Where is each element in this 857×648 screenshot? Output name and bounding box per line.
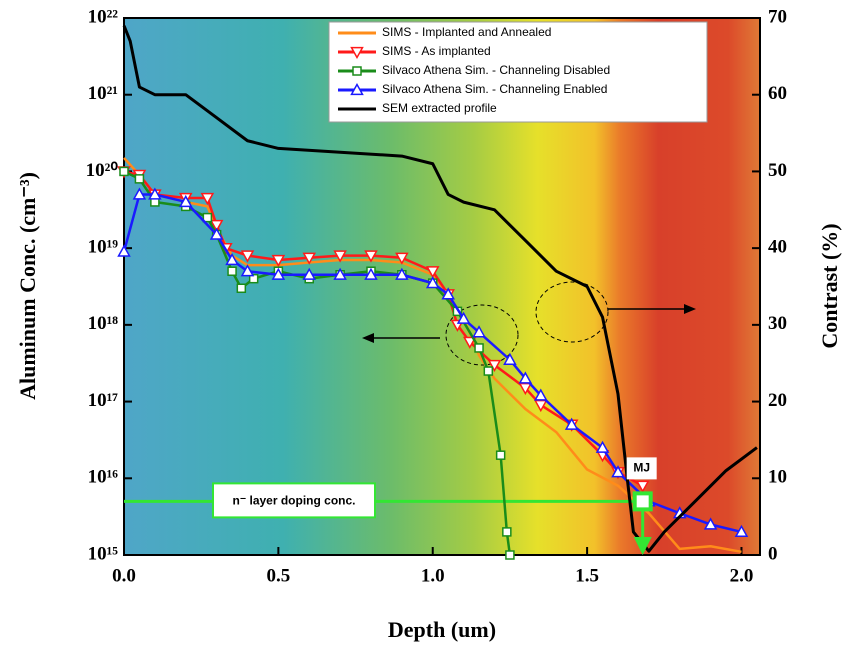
marker	[209, 219, 224, 233]
y2-axis-title: Contrast (%)	[817, 223, 842, 348]
marker	[364, 267, 378, 280]
x-tick-label: 2.0	[730, 565, 754, 586]
marker	[132, 187, 147, 200]
y-tick-label: 10¹⁹	[88, 237, 119, 258]
y-tick-label: 10²¹	[88, 83, 118, 104]
marker	[425, 266, 440, 279]
marker	[117, 244, 131, 257]
marker	[472, 325, 486, 338]
legend-label: SIMS - Implanted and Annealed	[382, 25, 551, 39]
marker	[178, 194, 193, 208]
marker	[456, 311, 471, 324]
marker	[302, 252, 317, 265]
marker	[474, 343, 484, 353]
reference-label-box	[212, 482, 376, 519]
y-tick-label: 10¹⁸	[88, 313, 119, 334]
series-line	[122, 25, 758, 553]
junction-arrow	[633, 537, 652, 555]
marker	[271, 267, 286, 280]
guide-circle	[535, 281, 609, 343]
marker	[134, 174, 145, 184]
y2-tick-label: 60	[768, 83, 787, 104]
reference-label: n⁻ layer doping conc.	[232, 494, 355, 508]
marker	[364, 250, 378, 263]
x-tick-label: 0.0	[112, 565, 136, 586]
marker	[703, 517, 718, 530]
y2-tick-label: 20	[768, 390, 787, 411]
legend-marker	[350, 46, 364, 60]
y2-tick-label: 10	[768, 467, 787, 488]
marker	[503, 352, 517, 365]
marker	[425, 276, 440, 289]
marker	[395, 267, 409, 280]
junction-label-box	[626, 457, 657, 480]
marker	[225, 252, 239, 266]
x-tick-label: 1.0	[421, 565, 445, 586]
marker	[595, 440, 610, 453]
y2-tick-label: 0	[768, 543, 778, 564]
y-axis-title: Aluminum Conc. (cm⁻³)	[15, 172, 40, 400]
x-axis-title: Depth (um)	[388, 617, 496, 642]
x-tick-label: 0.5	[266, 565, 290, 586]
marker	[502, 527, 512, 537]
marker	[333, 267, 347, 280]
marker	[495, 450, 506, 460]
marker	[518, 382, 533, 396]
legend-label: SEM extracted profile	[382, 101, 497, 115]
junction-marker	[632, 491, 653, 512]
marker	[119, 166, 129, 177]
legend-label: SIMS - As implanted	[382, 44, 491, 58]
marker	[564, 417, 579, 430]
marker	[240, 264, 255, 277]
junction-label: MJ	[633, 461, 650, 475]
marker	[302, 267, 317, 280]
marker	[487, 359, 502, 373]
plot-frame	[123, 17, 761, 556]
marker	[505, 550, 515, 560]
y-tick-label: 10¹⁶	[88, 467, 119, 488]
marker	[248, 273, 259, 284]
axis-arrow-head	[362, 333, 374, 343]
marker	[395, 252, 409, 265]
y2-tick-label: 70	[768, 6, 787, 27]
axis-arrow-head	[684, 304, 696, 314]
series-line	[123, 157, 742, 554]
marker	[227, 266, 237, 276]
y-tick-label: 10²⁰	[86, 160, 119, 181]
marker	[200, 192, 215, 206]
marker	[148, 187, 162, 200]
x-tick-label: 1.5	[575, 565, 599, 586]
marker	[518, 371, 533, 384]
marker	[202, 212, 213, 223]
marker	[534, 388, 548, 401]
legend-marker	[350, 82, 364, 96]
marker	[611, 465, 625, 478]
marker	[534, 399, 548, 413]
marker	[734, 524, 749, 538]
marker	[236, 283, 247, 294]
marker	[209, 227, 224, 240]
legend-label: Silvaco Athena Sim. - Channeling Disable…	[382, 63, 610, 77]
guide-circle	[445, 304, 519, 366]
marker	[635, 480, 650, 493]
y2-tick-label: 40	[768, 237, 787, 258]
marker	[463, 336, 477, 349]
legend-marker	[352, 66, 362, 76]
marker	[333, 250, 347, 263]
y-tick-label: 10¹⁷	[88, 390, 119, 411]
legend	[328, 21, 708, 123]
y-tick-label: 10²²	[88, 6, 119, 27]
y2-tick-label: 50	[768, 160, 787, 181]
marker	[441, 287, 455, 300]
y-tick-label: 10¹⁵	[88, 543, 119, 564]
y2-tick-label: 30	[768, 313, 787, 334]
marker	[240, 250, 255, 263]
marker	[271, 254, 286, 268]
marker	[483, 366, 494, 376]
legend-label: Silvaco Athena Sim. - Channeling Enabled	[382, 82, 607, 96]
